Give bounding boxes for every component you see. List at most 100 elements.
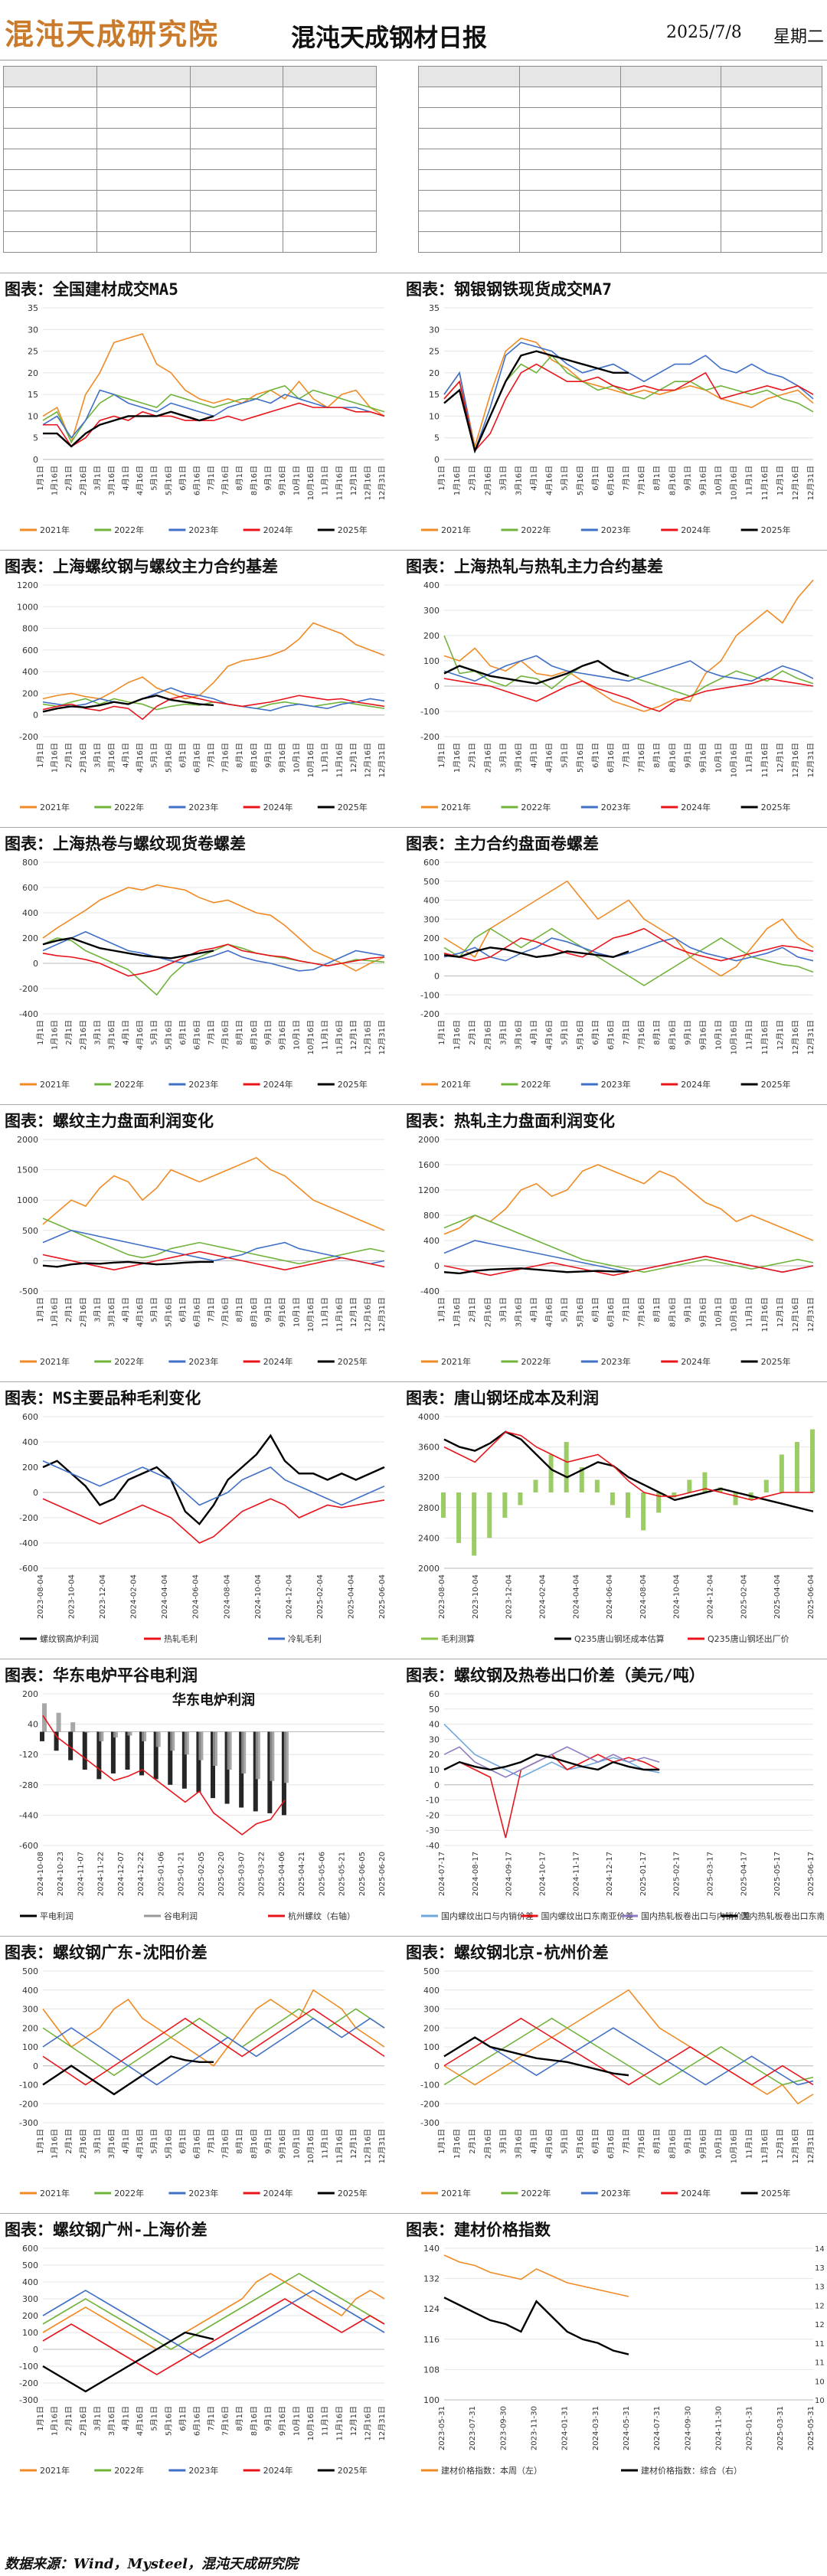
table-cell — [283, 149, 377, 170]
x-tick-label: 7月1日 — [207, 743, 216, 768]
x-tick-label: 2023-11-30 — [531, 2406, 539, 2450]
series-line-2024年 — [443, 2017, 814, 2086]
x-tick-label: 11月1日 — [745, 466, 754, 495]
table-row — [3, 231, 377, 253]
x-tick-label: 2025-05-21 — [338, 1852, 347, 1896]
x-tick-label: 6月1日 — [591, 1020, 600, 1045]
x-tick-label: 9月1日 — [683, 1297, 692, 1322]
y-tick-label: -200 — [19, 2378, 38, 2388]
table-cell — [418, 107, 520, 129]
x-tick-label: 1月1日 — [437, 2129, 446, 2154]
x-tick-label: 2024-09-30 — [684, 2406, 692, 2450]
x-tick-label: 7月1日 — [622, 466, 631, 491]
series-line-2023年 — [42, 2290, 385, 2359]
legend-label: 2021年 — [441, 802, 471, 812]
y-tick-label: -600 — [19, 1841, 38, 1851]
x-tick-label: 11月16日 — [335, 743, 344, 777]
bar-谷电利润 — [142, 1731, 147, 1741]
x-tick-label: 12月1日 — [776, 1297, 785, 1327]
table-cell — [283, 190, 377, 211]
y-tick-label: 300 — [22, 2294, 38, 2304]
legend-label: 2021年 — [441, 2188, 471, 2198]
series-line-2025年 — [443, 2036, 629, 2077]
legend-label: Q235唐山钢坯成本估算 — [574, 1633, 665, 1644]
x-tick-label: 5月16日 — [576, 743, 585, 773]
x-tick-label: 8月16日 — [668, 1297, 677, 1327]
y-tick-label: 500 — [423, 877, 440, 887]
bar-毛利测算 — [779, 1454, 784, 1492]
y-tick-label: 0 — [33, 711, 38, 721]
y-tick-label: 0 — [434, 972, 440, 982]
legend-label: 2021年 — [441, 525, 471, 535]
x-tick-label: 9月16日 — [698, 743, 708, 773]
bar-毛利测算 — [763, 1479, 769, 1492]
legend-label: 2025年 — [338, 1356, 368, 1367]
y-tick-label: -100 — [19, 2081, 38, 2091]
x-tick-label: 4月16日 — [545, 743, 554, 773]
y-tick-label: 1500 — [17, 1165, 38, 1175]
x-tick-label: 6月1日 — [591, 466, 600, 491]
legend-label: Q235唐山钢坯出厂价 — [708, 1633, 789, 1644]
x-tick-label: 9月1日 — [683, 2129, 692, 2154]
chart-title: 图表：螺纹钢广东-沈阳价差 — [5, 1943, 208, 1962]
x-tick-label: 1月16日 — [453, 2129, 462, 2159]
x-tick-label: 7月16日 — [221, 466, 230, 495]
y-tick-label: 15 — [28, 390, 38, 400]
x-tick-label: 2月1日 — [64, 743, 74, 768]
x-tick-label: 2025-02-05 — [198, 1852, 206, 1896]
x-tick-label: 2025-01-06 — [157, 1852, 165, 1896]
chart-title: 图表：华东电炉平谷电利润 — [5, 1666, 198, 1685]
y-tick-label: 200 — [22, 688, 38, 698]
bar-毛利测算 — [594, 1479, 600, 1492]
y-tick-label: 15 — [429, 390, 440, 400]
x-tick-label: 5月1日 — [150, 743, 159, 768]
legend-label: 谷电利润 — [164, 1911, 198, 1921]
x-tick-label: 2025-02-04 — [740, 1574, 748, 1619]
table-cell — [96, 149, 191, 170]
bar-谷电利润 — [84, 1731, 90, 1733]
x-tick-label: 2024-11-30 — [715, 2406, 724, 2450]
table-cell — [619, 107, 722, 129]
series-line-2024年 — [42, 2008, 385, 2086]
x-tick-label: 2月16日 — [79, 466, 88, 495]
bar-平电利润 — [54, 1731, 59, 1751]
x-tick-label: 9月16日 — [698, 2129, 708, 2159]
y-tick-label: 0 — [434, 2061, 440, 2071]
y-tick-label: 500 — [22, 1966, 38, 1976]
chart-10: -600 -440 -280 -120 40 200 2024-10-08 2024-10-2… — [19, 1689, 387, 1921]
x-tick-label: 2023-12-04 — [99, 1574, 107, 1619]
x-tick-label: 9月1日 — [683, 1020, 692, 1045]
x-tick-label: 10月16日 — [306, 2406, 315, 2440]
table-cell — [3, 231, 97, 253]
x-tick-label: 11月16日 — [335, 2406, 344, 2440]
table-row — [3, 190, 377, 211]
y2-tick-label: 110 — [815, 2359, 824, 2368]
x-tick-label: 6月1日 — [178, 1297, 188, 1322]
x-tick-label: 2024-07-17 — [438, 1852, 446, 1896]
y-tick-label: 1200 — [17, 580, 38, 590]
chart-1: 0 5 10 15 20 25 30 35 1月1日 1月16日 2月1日 2月16日 3月1日 3月16… — [421, 303, 816, 535]
y-tick-label: 400 — [22, 1437, 38, 1447]
bar-谷电利润 — [70, 1722, 76, 1732]
x-tick-label: 3月16日 — [107, 1297, 116, 1327]
section-divider — [0, 1381, 827, 1382]
x-tick-label: 6月16日 — [192, 743, 201, 773]
x-tick-label: 2024-10-08 — [37, 1852, 45, 1896]
x-tick-label: 10月16日 — [730, 1020, 739, 1054]
y-tick-label: 300 — [423, 2005, 440, 2015]
x-tick-label: 4月1日 — [122, 2406, 131, 2431]
x-tick-label: 2024-06-04 — [192, 1574, 201, 1619]
y-tick-label: 20 — [429, 368, 440, 378]
y2-tick-label: 100 — [815, 2397, 824, 2405]
y-tick-label: -440 — [19, 1810, 38, 1820]
x-tick-label: 12月31日 — [806, 1020, 816, 1054]
bar-谷电利润 — [184, 1731, 189, 1755]
legend-label: 2023年 — [601, 1356, 631, 1367]
x-tick-label: 3月1日 — [93, 1297, 102, 1322]
x-tick-label: 5月16日 — [576, 466, 585, 495]
y-tick-label: 0 — [33, 959, 38, 969]
y-tick-label: -280 — [19, 1780, 38, 1790]
section-divider — [0, 1936, 827, 1937]
bar-毛利测算 — [472, 1492, 477, 1556]
x-tick-label: 11月1日 — [321, 2129, 330, 2159]
